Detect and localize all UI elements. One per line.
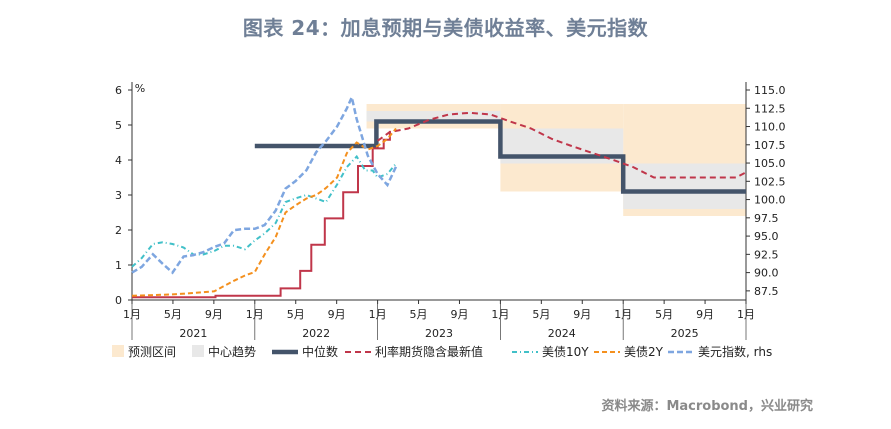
source-note: 资料来源：Macrobond，兴业研究 <box>601 399 813 414</box>
futures-implied-line <box>377 111 747 179</box>
x-tick-label-13: 5月 <box>655 308 673 321</box>
right-tick-label-3: 95.0 <box>754 230 779 243</box>
legend-ust2y-label: 美债2Y <box>624 345 664 359</box>
dxy-line <box>131 93 398 275</box>
year-label-0: 2021 <box>179 327 207 340</box>
right-tick-label-2: 92.5 <box>754 248 779 261</box>
legend-median-label: 中位数 <box>302 344 338 359</box>
left-tick-label-0: 0 <box>115 294 122 307</box>
left-tick-label-3: 3 <box>115 189 122 202</box>
left-tick-label-5: 5 <box>115 119 122 132</box>
chart-title: 图表 24：加息预期与美债收益率、美元指数 <box>242 16 649 40</box>
legend-ust10y-label: 美债10Y <box>542 345 589 359</box>
left-tick-label-4: 4 <box>115 154 122 167</box>
right-tick-label-10: 112.5 <box>754 102 786 115</box>
left-tick-label-6: 6 <box>115 84 122 97</box>
center-trend-2 <box>623 163 746 209</box>
left-tick-label-2: 2 <box>115 224 122 237</box>
year-label-1: 2022 <box>302 327 330 340</box>
x-tick-label-8: 9月 <box>450 308 468 321</box>
ust2y-line <box>131 127 397 297</box>
left-tick-label-1: 1 <box>115 259 122 272</box>
legend-forecast-band-label: 预测区间 <box>128 345 176 359</box>
x-tick-label-14: 9月 <box>696 308 714 321</box>
right-tick-label-11: 115.0 <box>754 84 786 97</box>
x-tick-label-10: 5月 <box>532 308 550 321</box>
right-tick-label-7: 105.0 <box>754 157 786 170</box>
year-label-3: 2024 <box>548 327 576 340</box>
median-line <box>254 119 746 194</box>
year-label-4: 2025 <box>671 327 699 340</box>
x-tick-label-2: 9月 <box>205 308 223 321</box>
right-tick-label-1: 90.0 <box>754 267 779 280</box>
right-tick-label-5: 100.0 <box>754 194 786 207</box>
year-label-2: 2023 <box>425 327 453 340</box>
legend-center-trend-swatch <box>192 345 204 357</box>
right-tick-label-9: 110.0 <box>754 121 786 134</box>
right-tick-label-6: 102.5 <box>754 175 786 188</box>
right-tick-label-0: 87.5 <box>754 285 779 298</box>
legend-forecast-band-swatch <box>112 345 124 357</box>
x-tick-label-7: 5月 <box>410 308 428 321</box>
legend-futures-label: 利率期货隐含最新值 <box>375 344 483 359</box>
ust10y-line <box>131 154 397 268</box>
fed-funds-actual-line <box>132 130 391 299</box>
x-tick-label-11: 9月 <box>573 308 591 321</box>
x-tick-label-5: 9月 <box>328 308 346 321</box>
legend-center-trend-label: 中心趋势 <box>208 344 256 359</box>
center-trend-0 <box>366 111 501 122</box>
legend-dxy-label: 美元指数, rhs <box>698 344 772 359</box>
left-axis-unit: % <box>135 82 145 95</box>
x-tick-label-1: 5月 <box>164 308 182 321</box>
x-tick-label-4: 5月 <box>287 308 305 321</box>
right-tick-label-4: 97.5 <box>754 212 779 225</box>
right-tick-label-8: 107.5 <box>754 139 786 152</box>
